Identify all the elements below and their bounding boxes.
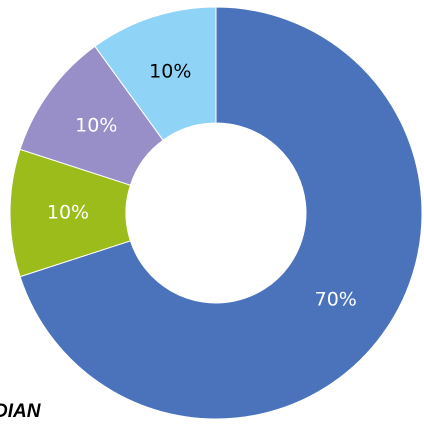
donut-slice	[94, 6, 217, 141]
slice-label: 10%	[75, 115, 117, 137]
donut-slice	[19, 6, 423, 420]
slice-label: 10%	[47, 202, 89, 224]
annotation: DIAN	[0, 401, 42, 422]
slice-label: 70%	[315, 288, 357, 310]
slice-label: 10%	[149, 61, 191, 83]
